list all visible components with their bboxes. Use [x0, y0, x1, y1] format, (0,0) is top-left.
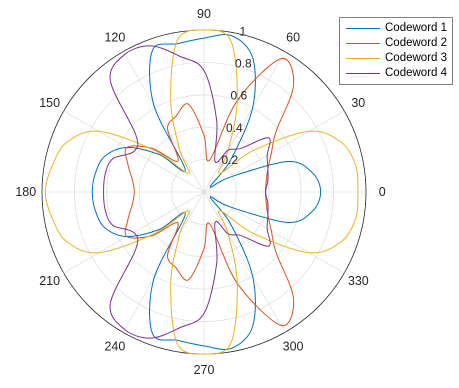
- legend-entry-codeword-1: Codeword 1: [340, 21, 452, 35]
- legend-entry-codeword-4: Codeword 4: [340, 66, 452, 80]
- grid-spoke-120: [122, 51, 205, 193]
- grid-spoke-300: [203, 191, 286, 333]
- grid-spoke-60: [203, 51, 286, 193]
- series-line-codeword-1: [91, 33, 322, 351]
- radius-tick-0.4: 0.4: [226, 121, 243, 135]
- legend-entry-codeword-3: Codeword 3: [340, 51, 452, 65]
- angle-tick-180: 180: [15, 185, 36, 199]
- legend-swatch-codeword-4: [346, 73, 380, 74]
- grid-spoke-330: [203, 191, 345, 274]
- radius-tick-0.8: 0.8: [235, 57, 252, 71]
- angle-tick-240: 240: [104, 339, 125, 353]
- legend-entry-codeword-2: Codeword 2: [340, 36, 452, 50]
- grid-spoke-240: [122, 191, 205, 333]
- series-line-codeword-4: [103, 45, 271, 339]
- legend-swatch-codeword-2: [346, 43, 380, 44]
- angle-tick-60: 60: [286, 31, 300, 45]
- legend-swatch-codeword-1: [346, 28, 380, 29]
- angle-tick-0: 0: [379, 185, 386, 199]
- series-line-codeword-2: [124, 58, 295, 326]
- angle-tick-90: 90: [197, 7, 211, 21]
- angle-tick-210: 210: [39, 274, 60, 288]
- angle-tick-150: 150: [39, 96, 60, 110]
- radius-tick-1: 1: [240, 25, 247, 39]
- angle-tick-330: 330: [348, 274, 369, 288]
- legend-label-codeword-4: Codeword 4: [385, 67, 448, 79]
- angle-tick-300: 300: [283, 339, 304, 353]
- legend: Codeword 1 Codeword 2 Codeword 3 Codewor…: [339, 17, 453, 85]
- angle-tick-120: 120: [104, 31, 125, 45]
- radius-tick-labels: 0.2 0.4 0.6 0.8 1: [222, 25, 253, 167]
- legend-label-codeword-3: Codeword 3: [385, 52, 448, 64]
- angle-tick-30: 30: [351, 96, 365, 110]
- polar-grid: [41, 29, 367, 355]
- legend-label-codeword-2: Codeword 2: [385, 37, 448, 49]
- legend-swatch-codeword-3: [346, 58, 380, 59]
- angle-tick-270: 270: [194, 363, 215, 377]
- radius-tick-0.2: 0.2: [222, 153, 239, 167]
- angle-tick-labels: 0 30 60 90 120 150 180 210 240 270 300 330: [15, 7, 385, 377]
- legend-label-codeword-1: Codeword 1: [385, 22, 448, 34]
- radius-tick-0.6: 0.6: [231, 89, 248, 103]
- series-layer: [44, 29, 359, 355]
